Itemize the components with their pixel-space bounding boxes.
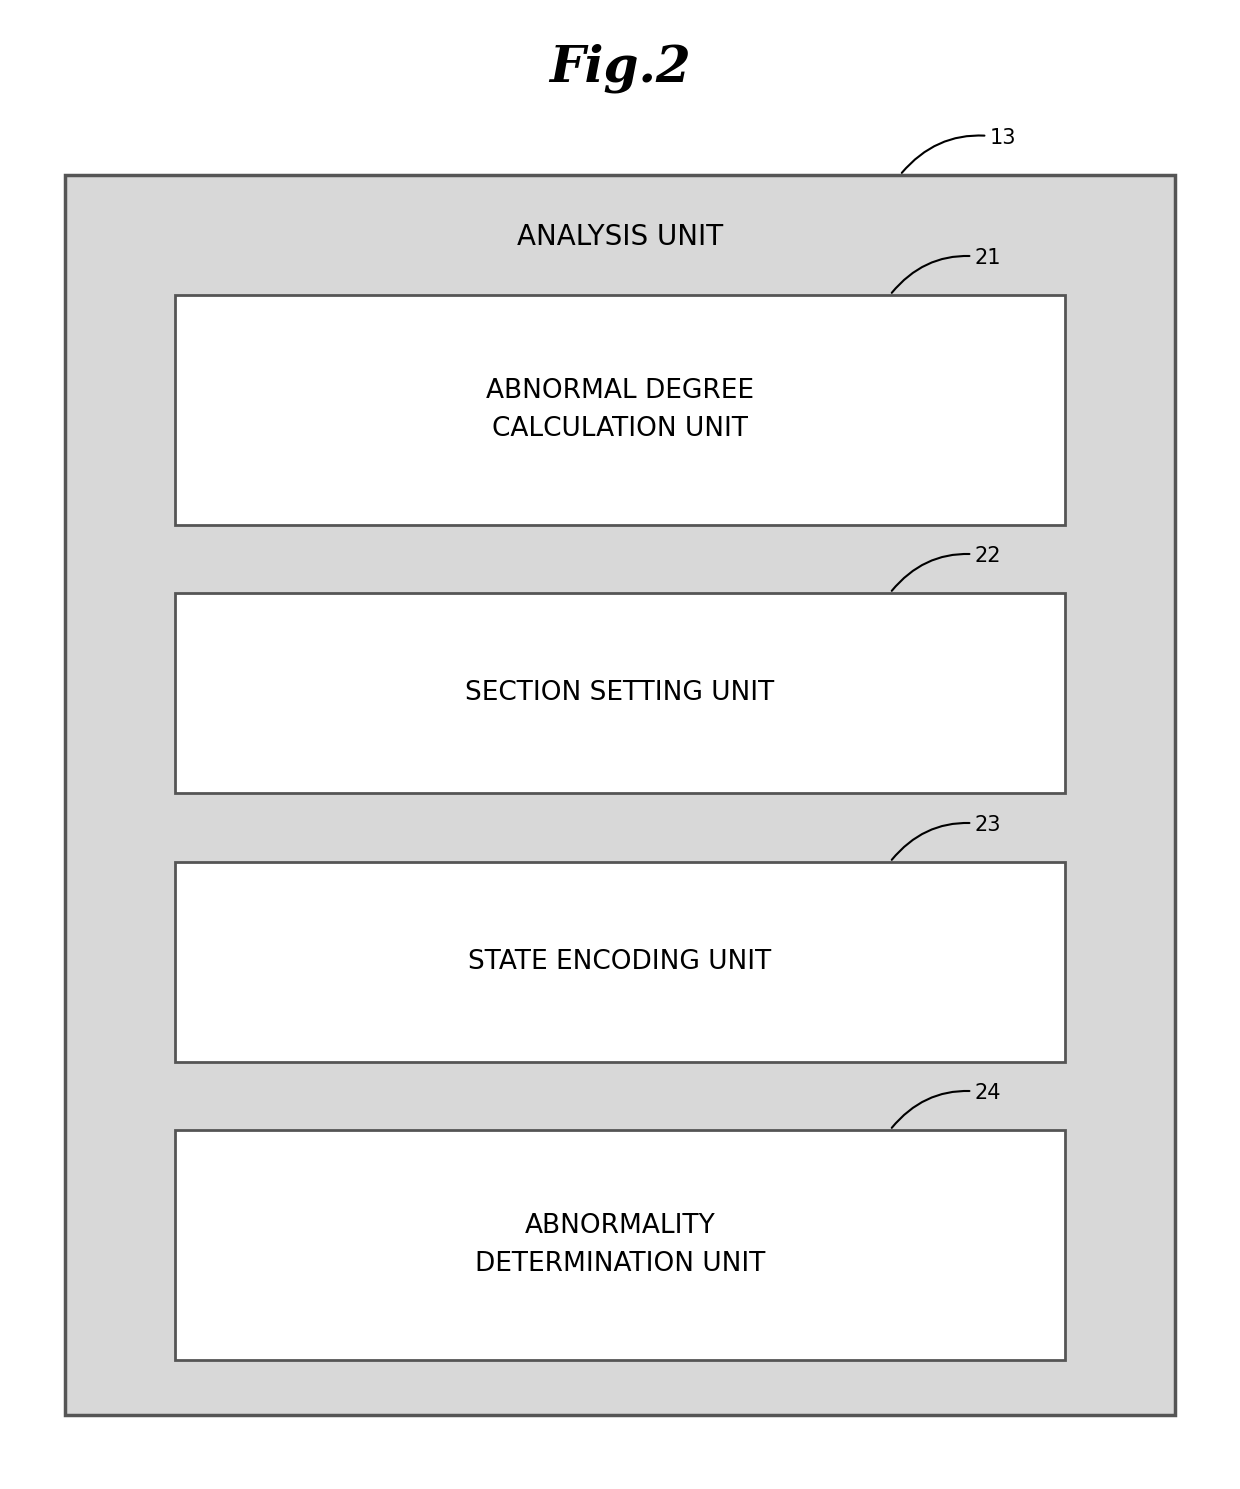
Text: 23: 23 [892, 814, 1002, 859]
FancyBboxPatch shape [175, 862, 1065, 1062]
Text: ANALYSIS UNIT: ANALYSIS UNIT [517, 223, 723, 252]
Text: 22: 22 [892, 546, 1002, 591]
Text: 24: 24 [892, 1083, 1002, 1127]
Text: STATE ENCODING UNIT: STATE ENCODING UNIT [469, 948, 771, 975]
FancyBboxPatch shape [175, 593, 1065, 794]
FancyBboxPatch shape [64, 176, 1176, 1415]
Text: Fig.2: Fig.2 [549, 43, 691, 92]
Text: ABNORMALITY
DETERMINATION UNIT: ABNORMALITY DETERMINATION UNIT [475, 1214, 765, 1278]
Text: SECTION SETTING UNIT: SECTION SETTING UNIT [465, 680, 775, 706]
Text: 21: 21 [892, 249, 1002, 293]
Text: ABNORMAL DEGREE
CALCULATION UNIT: ABNORMAL DEGREE CALCULATION UNIT [486, 378, 754, 442]
FancyBboxPatch shape [175, 1130, 1065, 1359]
FancyBboxPatch shape [175, 295, 1065, 526]
Text: 13: 13 [901, 128, 1017, 173]
